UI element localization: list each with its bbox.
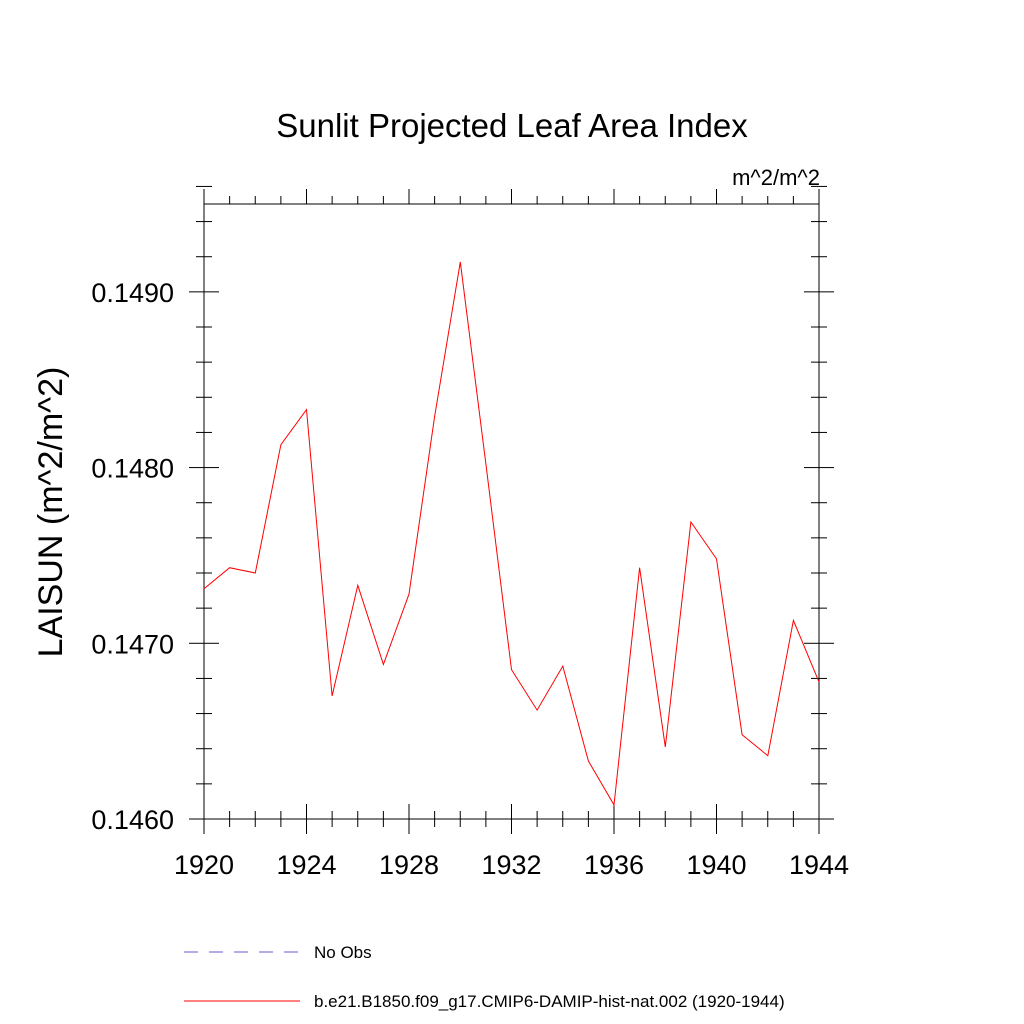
x-tick-label: 1932 <box>481 850 541 880</box>
x-tick-label: 1944 <box>789 850 849 880</box>
x-tick-label: 1924 <box>276 850 336 880</box>
legend-label: b.e21.B1850.f09_g17.CMIP6-DAMIP-hist-nat… <box>314 992 785 1011</box>
y-tick-labels: 0.1460 0.1470 0.1480 0.1490 <box>91 278 174 835</box>
series-line <box>203 261 820 807</box>
x-tick-label: 1920 <box>174 850 234 880</box>
data-series <box>203 261 820 807</box>
plot-frame <box>203 203 820 820</box>
tick-marks <box>189 185 834 834</box>
chart-title: Sunlit Projected Leaf Area Index <box>276 107 748 144</box>
y-tick-label: 0.1490 <box>91 278 174 308</box>
y-tick-label: 0.1460 <box>91 805 174 835</box>
x-tick-label: 1936 <box>584 850 644 880</box>
legend-label: No Obs <box>314 943 372 962</box>
x-tick-labels: 1920 1924 1928 1932 1936 1940 1944 <box>174 850 849 880</box>
legend: No Obs b.e21.B1850.f09_g17.CMIP6-DAMIP-hi… <box>184 943 785 1011</box>
y-tick-label: 0.1480 <box>91 454 174 484</box>
x-tick-label: 1928 <box>379 850 439 880</box>
y-tick-label: 0.1470 <box>91 629 174 659</box>
units-label: m^2/m^2 <box>732 165 820 190</box>
y-axis-label: LAISUN (m^2/m^2) <box>32 367 70 658</box>
x-tick-label: 1940 <box>686 850 746 880</box>
